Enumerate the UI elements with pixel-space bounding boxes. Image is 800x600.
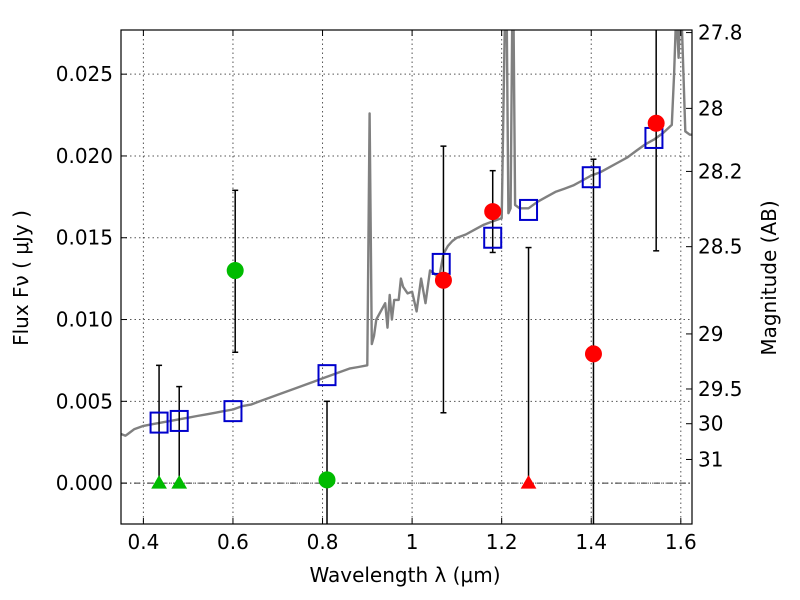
y-tick-label: 0.020 — [56, 144, 113, 168]
plot-frame — [120, 29, 693, 525]
y2-tick-label: 29.5 — [698, 377, 743, 401]
y-tick-label: 0.005 — [56, 389, 113, 413]
flux-circle-marker — [484, 203, 502, 221]
flux-circle-marker — [647, 114, 665, 132]
x-tick-label: 0.6 — [217, 530, 249, 554]
x-tick-label: 1 — [406, 530, 419, 554]
x-axis-label: Wavelength λ (μm) — [309, 563, 500, 587]
flux-circle-marker — [584, 345, 602, 363]
template-square-marker — [317, 364, 337, 387]
flux-circle-marker — [226, 261, 244, 279]
plot-area — [121, 30, 692, 524]
grid-lines — [121, 30, 692, 524]
y-tick-label: 0.010 — [56, 308, 113, 332]
axis-ticks: 0.4 0.6 0.8 1 1.2 1.4 1.6 0.000 0.005 0.010 0.015 0… — [56, 21, 743, 554]
template-square-marker — [223, 400, 243, 423]
y2-tick-label: 29 — [698, 322, 723, 346]
model-spectrum-line — [121, 30, 692, 437]
y2-axis-label: Magnitude (AB) — [757, 200, 781, 355]
template-square-marker — [149, 411, 169, 434]
template-square-marker — [581, 166, 601, 189]
template-square-marker — [169, 409, 189, 432]
x-tick-label: 0.8 — [307, 530, 339, 554]
x-tick-label: 1.4 — [575, 530, 607, 554]
y-tick-label: 0.025 — [56, 62, 113, 86]
error-bars — [156, 30, 660, 524]
template-square-marker — [483, 226, 503, 249]
y-tick-label: 0.000 — [56, 471, 113, 495]
upper-limit-triangle-marker — [151, 475, 167, 489]
x-tick-label: 1.2 — [486, 530, 518, 554]
y2-tick-label: 31 — [698, 447, 723, 471]
y2-tick-label: 28.2 — [698, 159, 743, 183]
upper-limit-triangle-marker — [171, 475, 188, 489]
y2-tick-label: 27.8 — [698, 21, 743, 45]
y2-tick-label: 28.5 — [698, 235, 743, 259]
data-markers — [149, 114, 665, 489]
y2-tick-label: 28 — [698, 96, 723, 120]
x-tick-label: 1.6 — [665, 530, 697, 554]
y-tick-label: 0.015 — [56, 226, 113, 250]
y-axis-label: Flux Fν ( μJy ) — [9, 210, 33, 346]
template-square-marker — [519, 198, 539, 221]
flux-circle-marker — [434, 271, 452, 289]
upper-limit-triangle-marker — [520, 475, 537, 489]
y2-tick-label: 30 — [698, 412, 723, 436]
x-tick-label: 0.4 — [127, 530, 159, 554]
flux-circle-marker — [318, 471, 336, 489]
